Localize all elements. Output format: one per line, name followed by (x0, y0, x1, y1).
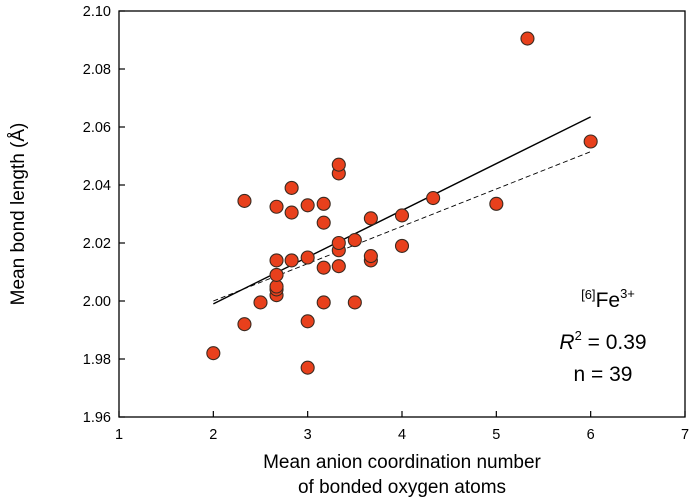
data-point (269, 267, 284, 282)
x-axis-title-line1: Mean anion coordination number (263, 452, 541, 473)
data-point (206, 346, 221, 361)
x-tick-label: 7 (681, 427, 689, 443)
data-point (316, 295, 331, 310)
ion-coordination-sup: [6] (581, 287, 595, 302)
x-tick-label: 4 (398, 427, 406, 443)
x-tick-label: 1 (115, 427, 123, 443)
data-points (206, 31, 598, 375)
reference-line (213, 151, 591, 302)
y-tick-label: 2.02 (83, 236, 111, 252)
y-tick-label: 1.98 (83, 352, 111, 368)
data-point (347, 295, 362, 310)
data-point (426, 191, 441, 206)
ion-base: Fe (596, 289, 621, 312)
x-tick-label: 5 (492, 427, 500, 443)
data-point (284, 180, 299, 195)
n-count-label: n = 39 (574, 363, 633, 386)
y-tick-label: 2.06 (83, 120, 111, 136)
data-point (300, 314, 315, 329)
data-point (269, 279, 284, 294)
data-point (520, 31, 535, 46)
y-tick-label: 1.96 (83, 410, 111, 426)
y-tick-label: 2.00 (83, 294, 111, 310)
data-point (331, 235, 346, 251)
ion-label: [6]Fe3+ (581, 286, 635, 312)
data-point (300, 360, 315, 375)
r-squared-value: = 0.39 (582, 331, 647, 354)
data-point (394, 238, 410, 253)
x-tick-label: 3 (304, 427, 312, 443)
y-tick-label: 2.10 (83, 4, 111, 20)
r-symbol: R (559, 331, 574, 354)
data-point (316, 260, 331, 275)
data-point (300, 250, 315, 265)
data-point (331, 259, 346, 274)
data-point (363, 248, 378, 264)
data-point (284, 253, 299, 268)
data-point (583, 134, 598, 149)
x-tick-label: 6 (587, 427, 595, 443)
chart-annotation: [6]Fe3+ R2 = 0.39 n = 39 (559, 286, 646, 386)
data-point (347, 233, 362, 248)
x-tick-label: 2 (209, 427, 217, 443)
ion-charge-sup: 3+ (620, 286, 635, 301)
y-axis-title: Mean bond length (Å) (8, 123, 29, 306)
data-point (237, 193, 252, 208)
data-point (394, 208, 410, 223)
data-point (316, 215, 331, 230)
data-point (237, 317, 252, 332)
data-point (489, 196, 504, 211)
data-point (269, 199, 284, 214)
r-squared-label: R2 = 0.39 (559, 328, 646, 354)
data-point (363, 211, 378, 226)
y-tick-label: 2.08 (83, 62, 111, 78)
x-axis-title-line2: of bonded oxygen atoms (298, 477, 506, 498)
data-point (284, 205, 299, 220)
y-tick-label: 2.04 (83, 178, 111, 194)
data-point (331, 157, 346, 172)
axis-ticks: 1 2 3 4 5 6 7 1.96 1.98 2.00 2.02 2.04 2.06 2.08 2.10 (83, 4, 689, 443)
r-exponent: 2 (575, 328, 582, 343)
data-point (269, 253, 284, 268)
data-point (316, 196, 331, 211)
data-point (253, 295, 268, 310)
data-point (300, 198, 315, 213)
